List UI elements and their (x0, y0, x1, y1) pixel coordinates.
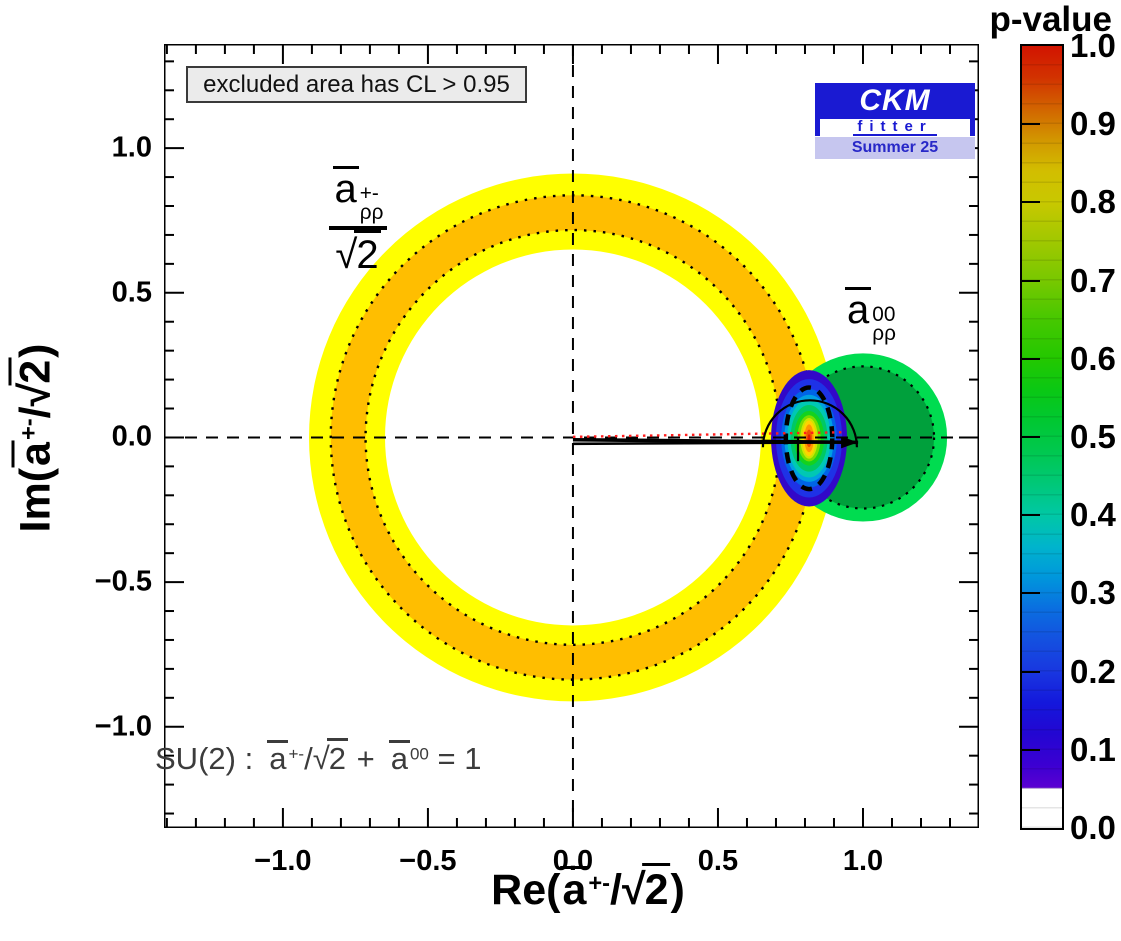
plot-canvas (164, 44, 979, 828)
colorbar-tick-mark (1022, 514, 1040, 517)
y-tick-label: −1.0 (94, 710, 152, 743)
arrowhead (841, 436, 859, 449)
cl-legend-text: excluded area has CL > 0.95 (203, 70, 510, 98)
ring-label-denominator: √2 (306, 230, 410, 278)
y-tick-label: 1.0 (111, 131, 152, 164)
colorbar-tick-mark (1022, 123, 1040, 126)
colorbar-tick-label: 0.7 (1070, 261, 1116, 299)
logo-fitter-text: fitter (853, 119, 937, 136)
x-tick-label: 0.5 (697, 845, 739, 877)
colorbar-tick-label: 0.4 (1070, 496, 1116, 534)
colorbar-tick-mark (1022, 436, 1040, 438)
su2-relation: SU(2) : a +-/√2 + a 00 = 1 (155, 738, 481, 777)
superscript: 00 (872, 302, 896, 326)
radicand: 2 (8, 357, 60, 386)
superscript: +- (288, 744, 305, 764)
radicand: 2 (326, 738, 348, 776)
plot-frame (164, 44, 979, 828)
colorbar-tick-label: 0.6 (1070, 339, 1116, 377)
colorbar-tick-label: 0.3 (1070, 574, 1116, 612)
x-tick-label: 1.0 (842, 845, 884, 877)
blob-95cl-contour (783, 385, 835, 492)
abar: a (11, 440, 60, 468)
radical-sign: √ (11, 382, 60, 407)
superscript: 00 (409, 744, 429, 764)
y-tick-label: −0.5 (94, 565, 152, 598)
superscript: +- (588, 871, 611, 897)
cl-legend-box: excluded area has CL > 0.95 (186, 66, 527, 103)
colorbar-tick-mark (1022, 748, 1040, 751)
abar: a (388, 740, 410, 776)
abar: a (267, 740, 289, 776)
superscript: +- (16, 418, 43, 441)
circle-constraint-label: a 00 ρρ (845, 287, 896, 344)
radical-sign: √ (312, 741, 330, 776)
radicand: 2 (642, 863, 671, 914)
y-tick-label: 0.5 (111, 276, 152, 309)
triangle-side (572, 441, 859, 446)
logo-fitter: fitter (815, 119, 975, 136)
colorbar-tick-mark (1022, 279, 1040, 282)
colorbar-tick-label: 0.8 (1070, 183, 1116, 221)
logo-ckm: CKM (815, 83, 975, 119)
radicand: 2 (354, 230, 381, 278)
colorbar-tick-label: 0.0 (1070, 809, 1116, 846)
colorbar-tick-label: 0.2 (1070, 652, 1116, 690)
colorbar-tick-label: 0.5 (1070, 418, 1116, 455)
radical-sign: √ (335, 233, 358, 278)
x-tick-label: −0.5 (399, 845, 457, 877)
ring-constraint-label: a +- ρρ √2 (306, 166, 410, 278)
x-tick-label: 0.0 (552, 845, 594, 877)
ckmfitter-logo: CKM fitter Summer 25 (815, 83, 975, 159)
logo-version: Summer 25 (815, 137, 975, 159)
radical-sign: √ (622, 866, 646, 914)
abar: a (845, 287, 872, 332)
y-tick-label: 0.0 (111, 420, 152, 453)
colorbar-tick-mark (1022, 357, 1040, 360)
subscript: ρρ (359, 201, 384, 225)
abar: a (332, 166, 359, 211)
colorbar-tick-mark (1022, 201, 1040, 204)
ring-label-numerator: a +- ρρ (328, 166, 388, 231)
colorbar-tick-mark (1022, 670, 1040, 673)
x-tick-label: −1.0 (254, 845, 312, 877)
superscript: +- (359, 181, 379, 205)
logo-version-text: Summer 25 (851, 139, 939, 156)
subscript: ρρ (872, 322, 896, 346)
angle-arc (761, 399, 858, 448)
colorbar-tick-mark (1022, 592, 1040, 595)
colorbar-tick-label: 1.0 (1070, 27, 1116, 64)
colorbar-tick-label: 0.9 (1070, 105, 1116, 143)
abar: a (560, 866, 589, 914)
logo-ckm-text: CKM (859, 84, 931, 117)
x-axis-title: Re(a+-/√2) (491, 863, 685, 915)
colorbar-title: p-value (989, 0, 1112, 39)
colorbar-tick-label: 0.1 (1070, 730, 1116, 768)
